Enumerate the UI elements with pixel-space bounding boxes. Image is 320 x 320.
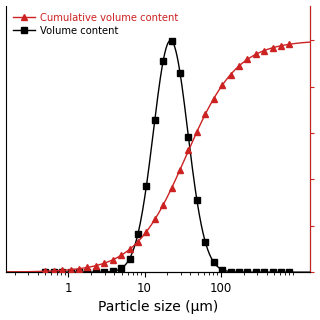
Cumulative volume content: [77, 267, 81, 271]
Line: Volume content: Volume content: [42, 38, 292, 275]
Cumulative volume content: [212, 97, 216, 100]
Volume content: [288, 270, 292, 274]
Volume content: [254, 270, 258, 274]
Volume content: [245, 270, 249, 274]
Cumulative volume content: [128, 247, 132, 251]
Cumulative volume content: [136, 240, 140, 244]
Volume content: [220, 268, 224, 271]
Cumulative volume content: [288, 42, 292, 46]
Cumulative volume content: [144, 230, 148, 234]
Volume content: [60, 270, 64, 274]
Legend: Cumulative volume content, Volume content: Cumulative volume content, Volume conten…: [11, 11, 180, 37]
Cumulative volume content: [245, 58, 249, 61]
Volume content: [111, 269, 115, 273]
Cumulative volume content: [262, 49, 266, 52]
Volume content: [212, 260, 216, 264]
Line: Cumulative volume content: Cumulative volume content: [42, 41, 292, 274]
Cumulative volume content: [170, 186, 173, 190]
X-axis label: Particle size (μm): Particle size (μm): [98, 300, 218, 315]
Volume content: [153, 118, 157, 122]
Cumulative volume content: [229, 73, 233, 76]
Volume content: [271, 270, 275, 274]
Volume content: [77, 270, 81, 274]
Volume content: [195, 198, 199, 202]
Cumulative volume content: [161, 203, 165, 207]
Volume content: [204, 240, 207, 244]
Volume content: [102, 270, 106, 274]
Cumulative volume content: [69, 268, 73, 272]
Cumulative volume content: [220, 84, 224, 87]
Volume content: [136, 232, 140, 236]
Cumulative volume content: [60, 268, 64, 272]
Volume content: [170, 39, 173, 43]
Volume content: [69, 270, 73, 274]
Volume content: [187, 135, 190, 139]
Volume content: [237, 270, 241, 274]
Volume content: [52, 270, 56, 274]
Cumulative volume content: [237, 64, 241, 68]
Cumulative volume content: [204, 112, 207, 116]
Cumulative volume content: [195, 130, 199, 134]
Cumulative volume content: [111, 258, 115, 262]
Cumulative volume content: [178, 168, 182, 172]
Volume content: [161, 59, 165, 62]
Volume content: [262, 270, 266, 274]
Volume content: [85, 270, 89, 274]
Cumulative volume content: [119, 253, 123, 257]
Volume content: [44, 270, 47, 274]
Cumulative volume content: [44, 269, 47, 273]
Cumulative volume content: [153, 218, 157, 221]
Cumulative volume content: [94, 264, 98, 268]
Volume content: [94, 270, 98, 274]
Cumulative volume content: [52, 269, 56, 273]
Volume content: [128, 257, 132, 260]
Cumulative volume content: [85, 266, 89, 269]
Cumulative volume content: [279, 44, 283, 48]
Cumulative volume content: [271, 46, 275, 50]
Volume content: [279, 270, 283, 274]
Volume content: [229, 270, 233, 274]
Cumulative volume content: [254, 52, 258, 56]
Volume content: [178, 71, 182, 75]
Volume content: [144, 184, 148, 188]
Cumulative volume content: [187, 148, 190, 152]
Volume content: [119, 267, 123, 270]
Cumulative volume content: [102, 261, 106, 265]
